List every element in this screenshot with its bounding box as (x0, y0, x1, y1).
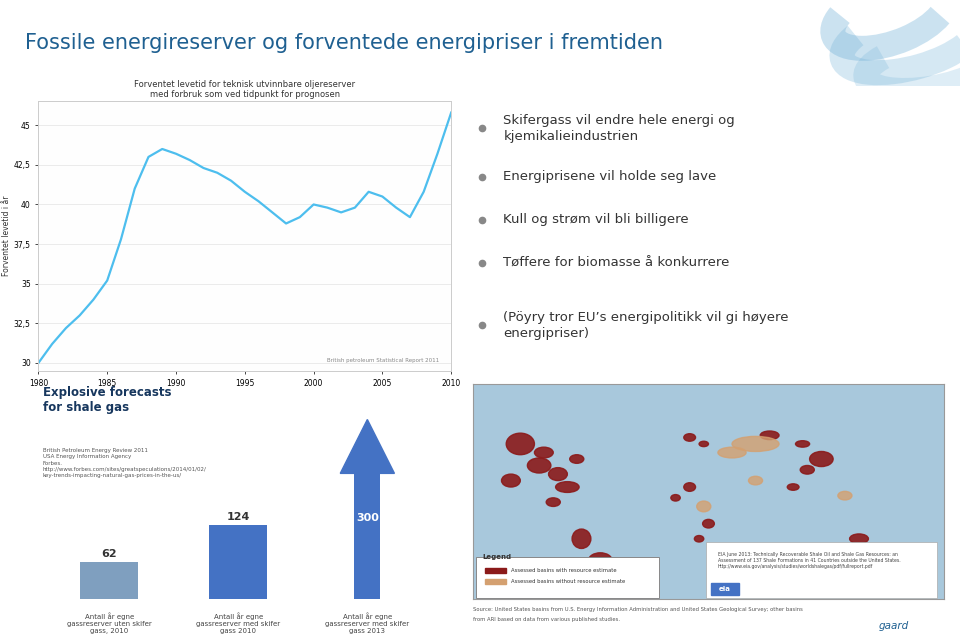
Ellipse shape (862, 557, 875, 564)
Text: British petroleum Statistical Report 2011: British petroleum Statistical Report 201… (326, 358, 439, 363)
Text: EIA June 2013: Technically Recoverable Shale Oil and Shale Gas Resources: an
Ass: EIA June 2013: Technically Recoverable S… (718, 552, 900, 569)
Text: gaard: gaard (878, 621, 909, 631)
Text: 124: 124 (227, 512, 250, 522)
Ellipse shape (546, 498, 561, 507)
Ellipse shape (588, 553, 612, 568)
Text: Assessed basins without resource estimate: Assessed basins without resource estimat… (511, 579, 625, 584)
Ellipse shape (787, 484, 799, 490)
Title: Forventet levetid for teknisk utvinnbare oljereserver
med forbruk som ved tidpun: Forventet levetid for teknisk utvinnbare… (134, 80, 355, 100)
Text: 62: 62 (102, 549, 117, 559)
Ellipse shape (838, 491, 852, 500)
Ellipse shape (732, 436, 780, 451)
Bar (209, 525, 268, 599)
Ellipse shape (850, 534, 869, 543)
Ellipse shape (703, 519, 714, 528)
Text: from ARI based on data from various published studies.: from ARI based on data from various publ… (473, 618, 620, 623)
Ellipse shape (556, 482, 579, 493)
Ellipse shape (718, 447, 746, 458)
Text: eia: eia (719, 586, 731, 592)
Ellipse shape (694, 536, 704, 542)
Text: Antall år egne
gassreserver med skifer
gass 2013: Antall år egne gassreserver med skifer g… (325, 612, 409, 634)
Y-axis label: Forventet levetid i år: Forventet levetid i år (2, 196, 11, 276)
Ellipse shape (535, 447, 553, 458)
Ellipse shape (548, 468, 567, 481)
Bar (485, 579, 506, 584)
Ellipse shape (876, 548, 890, 555)
Ellipse shape (809, 451, 833, 467)
Ellipse shape (684, 482, 696, 491)
Ellipse shape (572, 529, 590, 548)
Text: Antall år egne
gassreserver med skifer
gass 2010: Antall år egne gassreserver med skifer g… (196, 612, 280, 634)
Ellipse shape (749, 476, 762, 485)
Text: 300: 300 (356, 514, 379, 523)
Text: Energiprisene vil holde seg lave: Energiprisene vil holde seg lave (503, 171, 716, 183)
Ellipse shape (760, 431, 780, 439)
Text: Fossile energireserver og forventede energipriser i fremtiden: Fossile energireserver og forventede ene… (25, 34, 663, 53)
Bar (81, 562, 138, 599)
Ellipse shape (699, 441, 708, 446)
Text: Kull og strøm vil bli billigere: Kull og strøm vil bli billigere (503, 214, 689, 226)
Ellipse shape (684, 434, 696, 441)
FancyBboxPatch shape (707, 542, 937, 598)
Ellipse shape (506, 433, 535, 455)
Ellipse shape (801, 465, 814, 474)
Text: Explosive forecasts
for shale gas: Explosive forecasts for shale gas (42, 385, 171, 414)
Text: (Pöyry tror EU’s energipolitikk vil gi høyere
energipriser): (Pöyry tror EU’s energipolitikk vil gi h… (503, 311, 789, 340)
Text: Tøffere for biomasse å konkurrere: Tøffere for biomasse å konkurrere (503, 257, 730, 269)
Text: Source: United States basins from U.S. Energy Information Administration and Uni: Source: United States basins from U.S. E… (473, 607, 804, 612)
Ellipse shape (569, 455, 584, 463)
Bar (485, 568, 506, 573)
Text: Assessed basins with resource estimate: Assessed basins with resource estimate (511, 568, 616, 573)
Ellipse shape (796, 441, 809, 447)
Ellipse shape (697, 501, 710, 512)
Ellipse shape (501, 474, 520, 487)
Text: British Petroleum Energy Review 2011
USA Energy Information Agency
Forbes.
http:: British Petroleum Energy Review 2011 USA… (42, 448, 206, 478)
Ellipse shape (671, 495, 681, 501)
Bar (354, 474, 380, 599)
Text: Antall år egne
gassreserver uten skifer
gass, 2010: Antall år egne gassreserver uten skifer … (67, 612, 152, 634)
Text: Legend: Legend (483, 554, 512, 560)
Text: Skifergass vil endre hele energi og
kjemikalieindustrien: Skifergass vil endre hele energi og kjem… (503, 114, 735, 143)
Ellipse shape (565, 558, 579, 567)
Polygon shape (340, 420, 395, 474)
Ellipse shape (527, 458, 551, 473)
FancyBboxPatch shape (475, 557, 660, 598)
Bar (710, 583, 739, 595)
